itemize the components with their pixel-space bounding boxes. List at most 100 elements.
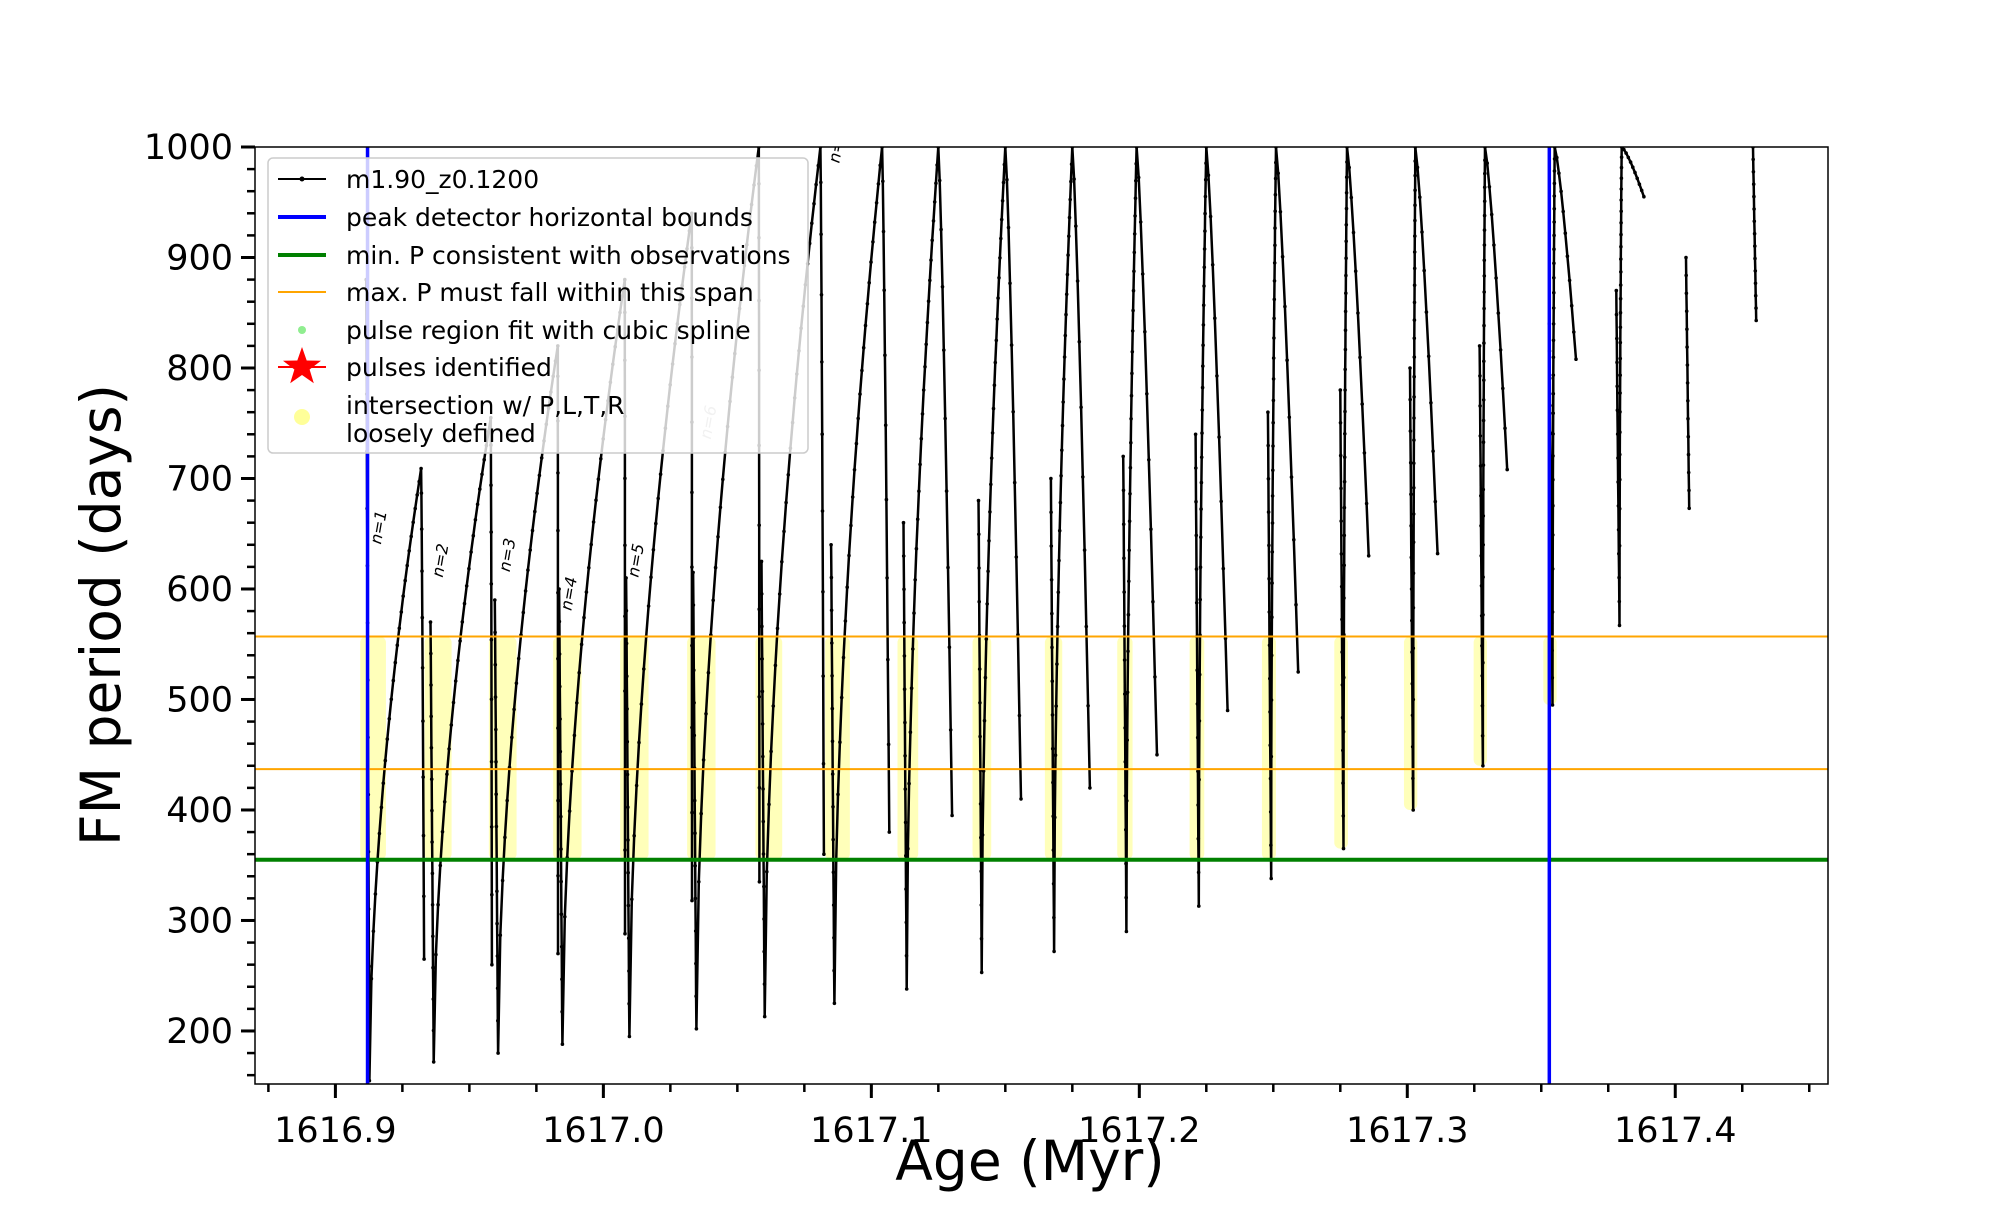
data-point bbox=[1273, 209, 1277, 213]
data-point bbox=[495, 986, 500, 991]
data-point bbox=[760, 689, 765, 694]
data-point bbox=[575, 701, 579, 705]
data-point bbox=[1572, 330, 1576, 334]
data-point bbox=[1618, 296, 1623, 301]
data-point bbox=[1128, 492, 1132, 496]
data-point bbox=[582, 615, 586, 620]
data-point bbox=[1552, 194, 1557, 198]
data-point bbox=[830, 772, 835, 776]
data-point bbox=[512, 707, 516, 712]
data-point bbox=[1408, 460, 1413, 465]
data-point bbox=[570, 769, 574, 773]
data-point bbox=[985, 602, 989, 606]
data-point bbox=[1618, 373, 1622, 378]
data-point bbox=[1339, 486, 1343, 491]
data-point bbox=[979, 869, 983, 874]
data-point bbox=[1551, 432, 1555, 436]
data-point bbox=[1063, 333, 1068, 338]
data-point bbox=[397, 626, 402, 631]
legend-marker-dot bbox=[299, 176, 305, 182]
data-point bbox=[1481, 463, 1486, 467]
intersection-region bbox=[360, 636, 386, 860]
data-point bbox=[422, 894, 426, 899]
data-point bbox=[1614, 288, 1619, 293]
intersection-region bbox=[972, 636, 992, 860]
data-point bbox=[1050, 611, 1054, 616]
data-point bbox=[947, 645, 952, 649]
data-point bbox=[1481, 764, 1485, 768]
data-point bbox=[1341, 748, 1345, 753]
data-point bbox=[1684, 309, 1689, 314]
data-point bbox=[1123, 794, 1128, 798]
data-point bbox=[1642, 194, 1646, 199]
data-point bbox=[1199, 455, 1204, 460]
data-point bbox=[761, 819, 766, 824]
data-point bbox=[1221, 566, 1226, 571]
data-point bbox=[1639, 188, 1644, 193]
data-point bbox=[1412, 318, 1417, 322]
data-point bbox=[1480, 674, 1484, 678]
data-point bbox=[1616, 528, 1621, 532]
data-point bbox=[1619, 232, 1623, 237]
x-tick-label: 1617.4 bbox=[1614, 1111, 1736, 1151]
data-point bbox=[1619, 270, 1623, 274]
data-point bbox=[1479, 524, 1483, 528]
data-point bbox=[694, 1027, 699, 1031]
data-point bbox=[1550, 648, 1554, 653]
data-point bbox=[995, 317, 999, 321]
data-point bbox=[493, 662, 498, 667]
data-point bbox=[1072, 177, 1076, 181]
data-point bbox=[944, 489, 949, 493]
data-point bbox=[1123, 760, 1128, 764]
data-point bbox=[442, 800, 447, 804]
data-point bbox=[1128, 465, 1133, 470]
data-point bbox=[1753, 256, 1757, 261]
data-point bbox=[1684, 255, 1688, 260]
data-point bbox=[1126, 649, 1130, 654]
y-tick-label: 500 bbox=[166, 680, 233, 720]
data-point bbox=[379, 805, 384, 810]
data-point bbox=[401, 594, 406, 598]
data-point bbox=[1505, 467, 1509, 472]
data-point bbox=[560, 1009, 564, 1014]
data-point bbox=[528, 548, 532, 552]
data-point bbox=[1412, 395, 1416, 399]
data-point bbox=[557, 587, 561, 591]
data-point bbox=[990, 431, 995, 435]
data-point bbox=[1088, 786, 1092, 790]
data-point bbox=[692, 701, 696, 705]
data-point bbox=[1483, 158, 1487, 162]
data-point bbox=[1049, 510, 1053, 515]
data-point bbox=[1126, 612, 1131, 617]
data-point bbox=[1201, 303, 1206, 308]
data-point bbox=[926, 299, 931, 304]
y-tick-label: 300 bbox=[166, 901, 233, 941]
data-point bbox=[978, 802, 983, 806]
data-point bbox=[1753, 293, 1758, 298]
data-point bbox=[431, 1060, 436, 1064]
data-point bbox=[494, 727, 498, 732]
data-point bbox=[1351, 230, 1356, 235]
data-point bbox=[1344, 239, 1348, 244]
data-point bbox=[1343, 432, 1347, 436]
legend-label: pulse region fit with cubic spline bbox=[346, 316, 751, 345]
data-point bbox=[377, 831, 382, 836]
data-point bbox=[514, 681, 519, 685]
data-point bbox=[832, 1001, 837, 1006]
data-point bbox=[1617, 543, 1622, 548]
data-point bbox=[1618, 356, 1623, 361]
data-point bbox=[1412, 416, 1416, 420]
data-point bbox=[496, 1051, 500, 1055]
data-point bbox=[1487, 185, 1492, 189]
data-point bbox=[1481, 398, 1486, 402]
data-point bbox=[1614, 312, 1619, 317]
data-point bbox=[1619, 198, 1623, 202]
data-point bbox=[489, 697, 494, 702]
data-point bbox=[1197, 777, 1201, 782]
data-point bbox=[627, 1034, 632, 1039]
data-point bbox=[482, 457, 487, 462]
data-point bbox=[456, 658, 460, 663]
data-point bbox=[503, 835, 507, 840]
data-point bbox=[399, 610, 404, 614]
